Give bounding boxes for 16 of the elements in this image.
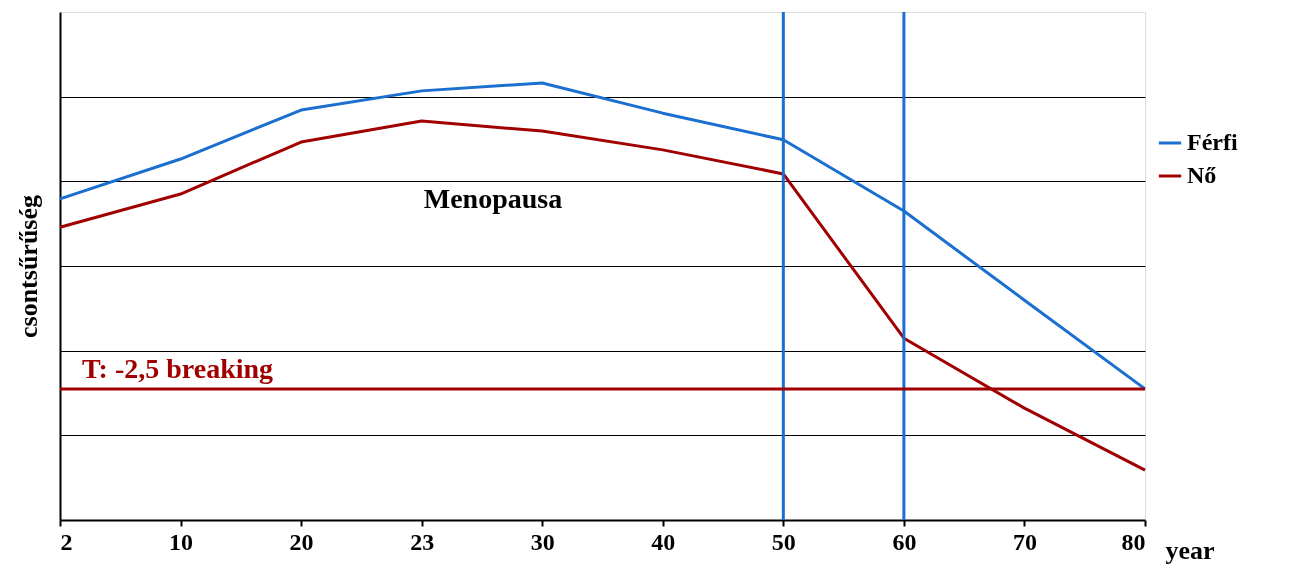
annotation: T: -2,5 breaking xyxy=(82,353,274,384)
legend-label: Férfi xyxy=(1187,129,1238,155)
x-tick-label: 70 xyxy=(1012,528,1037,555)
annotation: Menopausa xyxy=(423,183,563,214)
x-tick-label: 40 xyxy=(651,528,676,555)
x-axis-title: year xyxy=(1165,535,1215,565)
legend-label: Nő xyxy=(1187,162,1217,188)
x-tick-label: 10 xyxy=(169,528,194,555)
x-tick-label: 30 xyxy=(530,528,555,555)
x-tick-label: 2 xyxy=(60,528,73,555)
x-tick-label: 60 xyxy=(892,528,917,555)
x-tick-label: 23 xyxy=(410,528,435,555)
x-tick-label: 80 xyxy=(1121,528,1146,555)
x-tick-label: 50 xyxy=(771,528,796,555)
y-axis-title: csontsűrűség xyxy=(13,194,43,339)
x-tick-label: 20 xyxy=(289,528,314,555)
